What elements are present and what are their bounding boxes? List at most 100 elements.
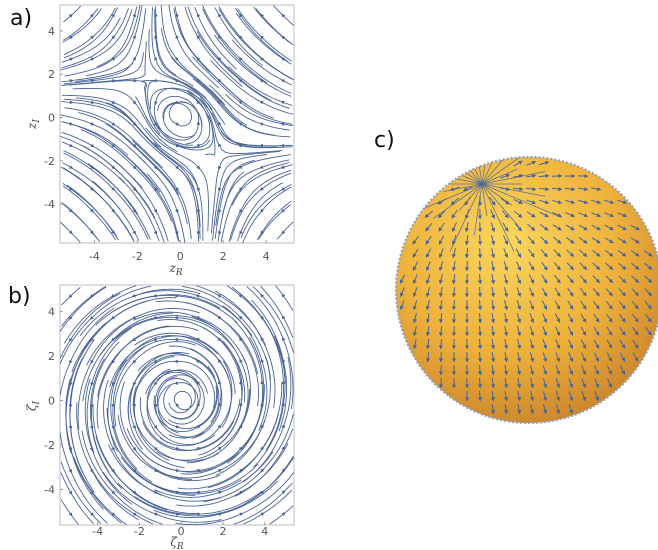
streamline	[186, 358, 251, 464]
panel-a-x-axis-label: zR	[168, 261, 182, 278]
sphere-arrow	[540, 236, 549, 245]
sphere-arrow	[606, 313, 613, 323]
x-tick-label: 0	[178, 525, 185, 538]
streamline	[63, 7, 119, 59]
sphere-streamline	[481, 183, 520, 228]
sphere-arrow	[399, 274, 406, 285]
arrow	[238, 165, 243, 169]
sphere-arrow	[529, 365, 535, 376]
arrow	[281, 208, 286, 213]
sphere-arrow	[490, 338, 496, 350]
arrow	[195, 359, 201, 364]
sphere-arrow	[581, 391, 587, 402]
arrow	[281, 230, 286, 235]
arrow	[153, 208, 158, 214]
arrow	[90, 186, 95, 191]
y-tick-label: 0	[48, 395, 55, 408]
arrow	[281, 13, 286, 18]
arrow	[68, 315, 73, 320]
sphere-arrow	[516, 404, 522, 415]
arrow	[89, 512, 94, 517]
arrow	[259, 79, 264, 83]
sphere-arrow	[503, 248, 509, 259]
streamline	[108, 141, 179, 241]
sphere-arrow	[503, 403, 509, 415]
sphere-arrow	[591, 199, 602, 205]
sphere-arrow	[490, 299, 496, 311]
streamline	[260, 285, 294, 338]
sphere-arrow	[617, 250, 627, 257]
streamline	[83, 146, 165, 243]
streamline	[230, 172, 292, 241]
sphere-arrow	[516, 287, 522, 298]
streamline	[151, 7, 207, 100]
sphere-arrow	[568, 365, 574, 376]
streamline	[61, 7, 129, 69]
streamline	[60, 166, 134, 241]
sphere-arrow	[617, 212, 628, 218]
sphere-arrow	[552, 224, 562, 231]
sphere-arrow	[631, 313, 639, 323]
sphere-arrow	[553, 249, 562, 258]
sphere-arrow	[578, 224, 588, 231]
sphere-arrow	[477, 312, 483, 324]
arrow	[132, 187, 137, 192]
streamline	[165, 378, 196, 414]
streamline	[80, 128, 173, 222]
arrow	[153, 187, 158, 192]
streamline	[221, 131, 293, 147]
sphere-arrow	[516, 261, 522, 272]
arrow	[132, 165, 137, 170]
sphere-arrow	[503, 352, 509, 363]
sphere-arrow	[619, 326, 626, 336]
panel-b-label: b)	[8, 284, 31, 309]
arrow	[260, 13, 265, 18]
streamline	[62, 185, 117, 241]
sphere-arrow	[424, 210, 433, 218]
sphere-arrow	[503, 274, 509, 285]
arrow	[175, 56, 179, 61]
sphere-streamline	[433, 183, 483, 219]
arrow	[217, 56, 222, 61]
arrow	[132, 359, 137, 364]
panel-a-y-axis-label: zI	[25, 119, 42, 130]
arrow	[260, 512, 265, 517]
sphere-arrow	[425, 351, 431, 363]
sphere-arrow	[593, 326, 600, 336]
streamline	[214, 7, 263, 67]
arrow	[132, 490, 137, 495]
sphere-arrow	[592, 288, 600, 297]
sphere-arrow	[464, 222, 469, 233]
sphere-arrow	[512, 186, 524, 192]
streamline	[212, 154, 268, 241]
arrow	[217, 100, 222, 105]
sphere-arrow	[631, 275, 640, 284]
streamline	[60, 9, 133, 71]
streamline	[234, 428, 294, 497]
sphere-arrow	[490, 403, 496, 415]
panel-b-y-axis-label: ζI	[25, 401, 42, 412]
sphere-arrow	[644, 288, 653, 297]
arrow	[153, 446, 159, 451]
arrow	[111, 13, 115, 18]
sphere-arrow	[552, 211, 563, 218]
streamline	[134, 491, 262, 515]
sphere-arrow	[592, 275, 601, 284]
sphere-arrow	[617, 237, 627, 244]
sphere-arrow	[567, 313, 574, 323]
sphere-arrow	[425, 313, 431, 324]
sphere-arrow	[530, 404, 535, 415]
sphere-arrow	[477, 325, 483, 337]
sphere-arrow	[425, 235, 432, 245]
sphere-arrow	[567, 300, 574, 310]
sphere-arrow	[592, 249, 601, 257]
sphere-arrow	[515, 235, 522, 245]
panel-b-frame	[59, 284, 295, 526]
sphere-surface	[396, 157, 658, 423]
sphere-arrow	[643, 250, 653, 257]
sphere-rim	[394, 155, 658, 425]
streamline	[194, 6, 237, 70]
sphere-arrow	[489, 196, 496, 206]
arrow	[111, 468, 115, 473]
sphere-arrow	[477, 338, 483, 350]
